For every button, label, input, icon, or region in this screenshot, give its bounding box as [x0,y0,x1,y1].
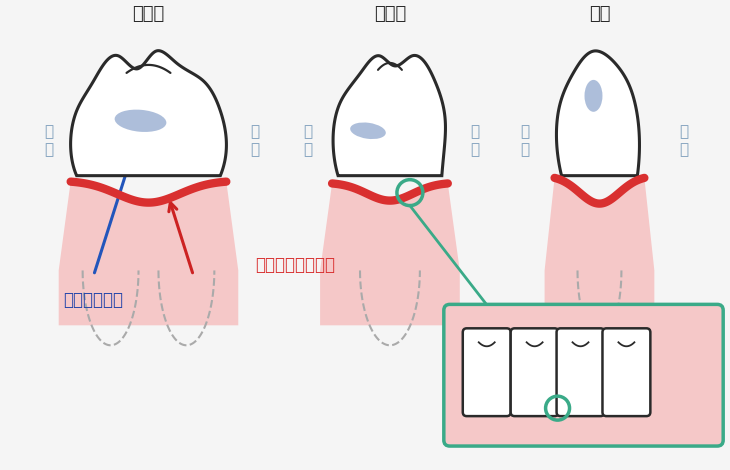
Text: 舌
側: 舌 側 [44,124,53,157]
Text: 接触点（面）: 接触点（面） [63,291,123,309]
Polygon shape [71,51,226,176]
Polygon shape [58,181,238,325]
Text: 切歯: 切歯 [588,5,610,23]
FancyBboxPatch shape [511,329,558,416]
FancyBboxPatch shape [602,329,650,416]
Ellipse shape [115,110,166,132]
Polygon shape [545,178,654,325]
Text: 頬
側: 頬 側 [680,124,689,157]
Text: 大臼歯: 大臼歯 [132,5,164,23]
Text: 舌
側: 舌 側 [304,124,312,157]
Ellipse shape [585,80,602,112]
Polygon shape [333,55,445,176]
Text: 舌
側: 舌 側 [520,124,529,157]
FancyBboxPatch shape [463,329,511,416]
Ellipse shape [350,123,386,139]
Polygon shape [320,183,460,325]
Text: 頬
側: 頬 側 [250,124,260,157]
Text: 頬
側: 頬 側 [470,124,480,157]
Polygon shape [556,51,639,176]
FancyBboxPatch shape [444,305,723,446]
Text: 鞍状形態（コル）: 鞍状形態（コル） [255,257,335,274]
FancyBboxPatch shape [556,329,604,416]
Text: 小臼歯: 小臼歯 [374,5,406,23]
